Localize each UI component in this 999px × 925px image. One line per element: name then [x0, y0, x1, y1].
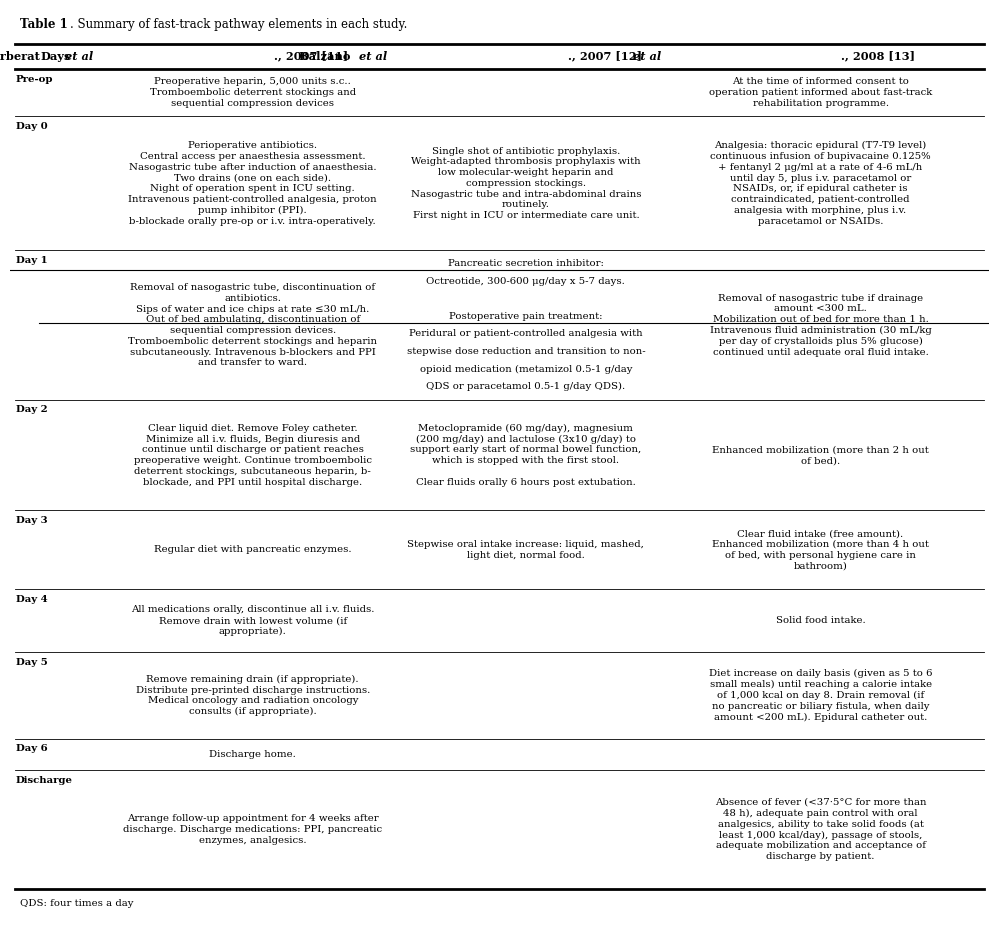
Text: Stepwise oral intake increase: liquid, mashed,
light diet, normal food.: Stepwise oral intake increase: liquid, m… — [408, 540, 644, 560]
Text: Remove remaining drain (if appropriate).
Distribute pre-printed discharge instru: Remove remaining drain (if appropriate).… — [136, 674, 370, 716]
Text: Days: Days — [41, 51, 71, 62]
Text: Arrange follow-up appointment for 4 weeks after
discharge. Discharge medications: Arrange follow-up appointment for 4 week… — [123, 814, 383, 845]
Text: Day 5: Day 5 — [16, 658, 48, 667]
Text: Table 1: Table 1 — [20, 18, 68, 31]
Text: QDS: four times a day: QDS: four times a day — [20, 899, 133, 908]
Text: Single shot of antibiotic prophylaxis.
Weight-adapted thrombosis prophylaxis wit: Single shot of antibiotic prophylaxis. W… — [411, 146, 641, 220]
Text: Octreotide, 300-600 μg/day x 5-7 days.: Octreotide, 300-600 μg/day x 5-7 days. — [427, 277, 625, 286]
Text: Pre-op: Pre-op — [16, 75, 53, 83]
Text: Solid food intake.: Solid food intake. — [776, 616, 865, 625]
Text: Clear liquid diet. Remove Foley catheter.
Minimize all i.v. fluids, Begin diures: Clear liquid diet. Remove Foley catheter… — [134, 424, 372, 487]
Text: Berberat: Berberat — [0, 51, 44, 62]
Text: At the time of informed consent to
operation patient informed about fast-track
r: At the time of informed consent to opera… — [709, 78, 932, 108]
Text: Metoclopramide (60 mg/day), magnesium
(200 mg/day) and lactulose (3x10 g/day) to: Metoclopramide (60 mg/day), magnesium (2… — [411, 424, 641, 487]
Text: Absence of fever (<37·5°C for more than
48 h), adequate pain control with oral
a: Absence of fever (<37·5°C for more than … — [715, 798, 926, 861]
Text: Clear fluid intake (free amount).
Enhanced mobilization (more than 4 h out
of be: Clear fluid intake (free amount). Enhanc… — [712, 529, 929, 571]
Text: et al: et al — [65, 51, 93, 62]
Text: Balzano: Balzano — [299, 51, 355, 62]
Text: Pancreatic secretion inhibitor:: Pancreatic secretion inhibitor: — [448, 259, 603, 268]
Text: Regular diet with pancreatic enzymes.: Regular diet with pancreatic enzymes. — [154, 545, 352, 554]
Text: QDS or paracetamol 0.5-1 g/day QDS).: QDS or paracetamol 0.5-1 g/day QDS). — [427, 382, 625, 391]
Text: Day 3: Day 3 — [16, 516, 48, 524]
Text: Enhanced mobilization (more than 2 h out
of bed).: Enhanced mobilization (more than 2 h out… — [712, 445, 929, 465]
Text: ., 2007 [12]: ., 2007 [12] — [567, 51, 641, 62]
Text: stepwise dose reduction and transition to non-: stepwise dose reduction and transition t… — [407, 347, 645, 356]
Text: Diet increase on daily basis (given as 5 to 6
small meals) until reaching a calo: Diet increase on daily basis (given as 5… — [709, 669, 932, 722]
Text: Postoperative pain treatment:: Postoperative pain treatment: — [450, 312, 602, 321]
Text: Day 1: Day 1 — [16, 255, 48, 265]
Text: . Summary of fast-track pathway elements in each study.: . Summary of fast-track pathway elements… — [70, 18, 407, 31]
Text: Preoperative heparin, 5,000 units s.c..
Tromboembolic deterrent stockings and
se: Preoperative heparin, 5,000 units s.c.. … — [150, 78, 356, 108]
Text: Peridural or patient-controlled analgesia with: Peridural or patient-controlled analgesi… — [410, 329, 642, 339]
Text: All medications orally, discontinue all i.v. fluids.
Remove drain with lowest vo: All medications orally, discontinue all … — [131, 605, 375, 636]
Text: Removal of nasogastric tube, discontinuation of
antibiotics.
Sips of water and i: Removal of nasogastric tube, discontinua… — [128, 283, 378, 367]
Text: Discharge: Discharge — [16, 776, 73, 784]
Text: Day 0: Day 0 — [16, 122, 48, 130]
Text: Day 2: Day 2 — [16, 405, 48, 414]
Text: et al: et al — [632, 51, 661, 62]
Text: Day 4: Day 4 — [16, 595, 48, 604]
Text: ., 2008 [13]: ., 2008 [13] — [841, 51, 915, 62]
Text: Day 6: Day 6 — [16, 745, 48, 753]
Text: Perioperative antibiotics.
Central access per anaesthesia assessment.
Nasogastri: Perioperative antibiotics. Central acces… — [129, 142, 377, 226]
Text: ., 2007 [11]: ., 2007 [11] — [274, 51, 348, 62]
Text: et al: et al — [359, 51, 388, 62]
Text: Removal of nasogastric tube if drainage
amount <300 mL.
Mobilization out of bed : Removal of nasogastric tube if drainage … — [709, 293, 931, 357]
Text: opioid medication (metamizol 0.5-1 g/day: opioid medication (metamizol 0.5-1 g/day — [420, 364, 632, 374]
Text: Analgesia: thoracic epidural (T7-T9 level)
continuous infusion of bupivacaine 0.: Analgesia: thoracic epidural (T7-T9 leve… — [710, 142, 931, 226]
Text: Discharge home.: Discharge home. — [210, 750, 297, 759]
